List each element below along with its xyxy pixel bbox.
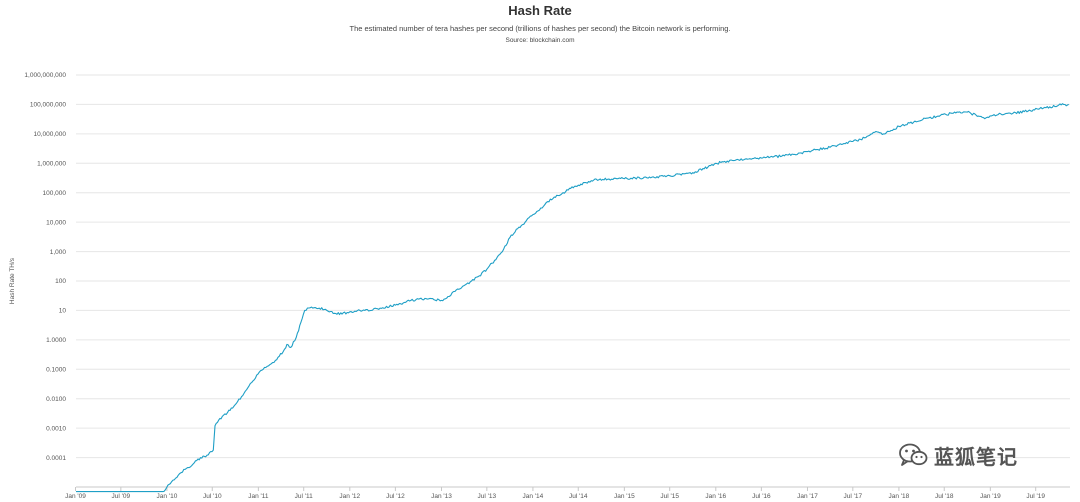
x-tick-label: Jan '15 xyxy=(614,493,635,500)
y-tick-label: 10 xyxy=(59,308,67,315)
wechat-icon xyxy=(899,443,928,466)
y-tick-label: 1,000,000 xyxy=(37,160,66,167)
hash-rate-series-line xyxy=(76,103,1069,493)
y-tick-label: 1,000 xyxy=(50,249,67,256)
y-tick-label: 100 xyxy=(55,278,66,285)
x-tick-label: Jan '16 xyxy=(705,493,726,500)
x-tick-label: Jan '13 xyxy=(431,493,452,500)
x-tick-label: Jul '18 xyxy=(935,493,954,500)
x-tick-label: Jul '19 xyxy=(1026,493,1045,500)
chart-title: Hash Rate xyxy=(508,3,572,18)
chart-source: Source: blockchain.com xyxy=(505,37,575,44)
x-tick-label: Jul '09 xyxy=(112,493,131,500)
x-tick-label: Jan '09 xyxy=(65,493,86,500)
y-tick-label: 100,000 xyxy=(43,190,67,197)
x-tick-label: Jul '17 xyxy=(844,493,863,500)
x-tick-label: Jul '13 xyxy=(478,493,497,500)
x-tick-label: Jan '10 xyxy=(157,493,178,500)
y-tick-label: 100,000,000 xyxy=(30,102,67,109)
y-tick-label: 10,000 xyxy=(46,219,66,226)
x-tick-label: Jan '18 xyxy=(889,493,910,500)
chart-subtitle: The estimated number of tera hashes per … xyxy=(349,24,731,33)
watermark: 蓝狐笔记 xyxy=(898,440,1018,470)
y-tick-label: 1,000,000,000 xyxy=(24,72,66,79)
y-tick-label: 10,000,000 xyxy=(33,131,66,138)
x-tick-label: Jan '19 xyxy=(980,493,1001,500)
x-tick-label: Jul '15 xyxy=(660,493,679,500)
y-tick-label: 0.0001 xyxy=(46,455,66,462)
grid-lines xyxy=(76,74,1070,459)
y-tick-label: 0.1000 xyxy=(46,366,66,373)
x-tick-label: Jan '17 xyxy=(797,493,818,500)
x-tick-label: Jul '10 xyxy=(203,493,222,500)
x-tick-label: Jan '14 xyxy=(523,493,544,500)
y-axis-label: Hash Rate TH/s xyxy=(9,257,16,304)
x-tick-label: Jan '11 xyxy=(248,493,269,500)
watermark-text: 蓝狐笔记 xyxy=(934,444,1018,469)
y-axis-ticks: 1,000,000,000 100,000,000 10,000,000 1,000,… xyxy=(24,72,66,462)
x-axis-ticks: Jan '09 Jul '09 Jan '10 Jul '10 Jan '11 Jul '… xyxy=(65,487,1045,500)
x-tick-label: Jul '14 xyxy=(569,493,588,500)
x-tick-label: Jul '11 xyxy=(295,493,313,500)
x-tick-label: Jan '12 xyxy=(339,493,360,500)
x-tick-label: Jul '16 xyxy=(752,493,771,500)
y-tick-label: 1.0000 xyxy=(46,337,66,344)
y-tick-label: 0.0010 xyxy=(46,425,66,432)
y-tick-label: 0.0100 xyxy=(46,396,66,403)
x-tick-label: Jul '12 xyxy=(386,493,405,500)
